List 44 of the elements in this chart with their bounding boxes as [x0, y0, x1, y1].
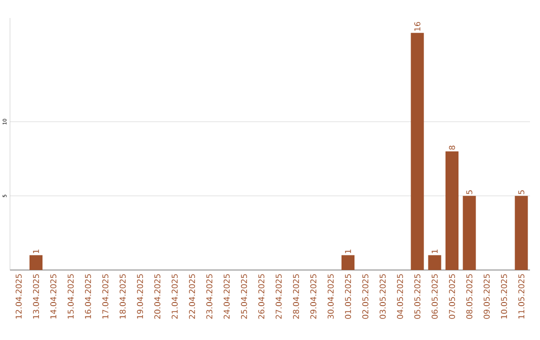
bar	[446, 151, 459, 270]
x-tick-label: 04.05.2025	[396, 274, 404, 319]
x-tick-label: 27.04.2025	[276, 274, 282, 319]
bar	[428, 255, 442, 270]
x-tick-label: 01.05.2025	[344, 274, 352, 319]
x-tick-label: 11.05.2025	[518, 274, 524, 318]
bar	[342, 255, 355, 270]
x-tick-label: 29.04.2025	[310, 274, 316, 319]
x-tick-label: 13.04.2025	[32, 274, 40, 318]
x-tick-label: 28.04.2025	[292, 274, 300, 319]
x-tick-label: 06.05.2025	[432, 274, 438, 319]
x-tick-label: 05.05.2025	[414, 274, 420, 319]
data-label: 1	[432, 250, 438, 254]
data-label: 16	[414, 22, 420, 31]
x-tick-label: 17.04.2025	[102, 274, 108, 318]
x-tick-label: 15.04.2025	[68, 274, 74, 318]
x-tick-label: 24.04.2025	[224, 274, 230, 319]
x-tick-label: 16.04.2025	[84, 274, 92, 318]
x-tick-label: 02.05.2025	[362, 274, 368, 319]
bar	[514, 196, 528, 270]
x-tick-label: 14.04.2025	[50, 274, 56, 318]
data-label: 5	[466, 190, 472, 194]
x-tick-label: 18.04.2025	[120, 274, 126, 318]
x-tick-label: 19.04.2025	[136, 274, 144, 318]
x-tick-label: 25.04.2025	[240, 274, 248, 319]
x-tick-label: 12.04.2025	[16, 274, 22, 318]
x-tick-label: 30.04.2025	[328, 274, 334, 319]
x-tick-label: 20.04.2025	[154, 274, 160, 319]
data-label: 5	[518, 190, 524, 194]
x-tick-label: 03.05.2025	[380, 274, 386, 319]
bar	[462, 196, 476, 270]
x-tick-label: 07.05.2025	[448, 274, 456, 319]
x-tick-label: 26.04.2025	[258, 274, 264, 319]
x-tick-label: 10.05.2025	[500, 274, 508, 318]
data-label: 1	[33, 250, 39, 254]
x-tick-label: 23.04.2025	[206, 274, 212, 319]
data-label: 8	[448, 146, 456, 150]
x-tick-label: 21.04.2025	[172, 274, 178, 319]
bar	[410, 32, 424, 270]
bar	[30, 255, 43, 270]
x-tick-label: 22.04.2025	[188, 274, 196, 319]
x-tick-label: 08.05.2025	[466, 274, 472, 319]
x-tick-label: 09.05.2025	[484, 274, 490, 319]
data-label: 1	[345, 250, 351, 254]
